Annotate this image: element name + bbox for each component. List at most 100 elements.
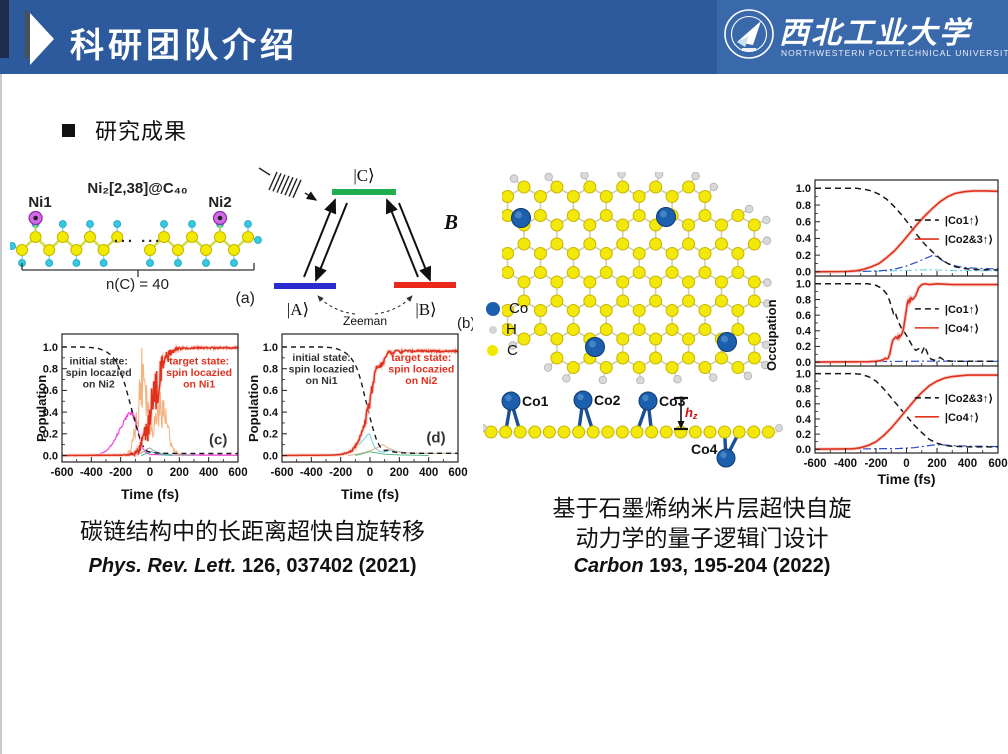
svg-text:0.8: 0.8 — [263, 364, 278, 376]
svg-text:1.0: 1.0 — [796, 279, 811, 291]
atom-legend: Co H C — [486, 298, 528, 361]
population-plot-c: -600 -400 -200 0 200 400 600 0.0 0.2 0.4 0.6 0.8 1.0… — [32, 328, 252, 506]
level-c-label: |C⟩ — [353, 166, 374, 185]
svg-text:-400: -400 — [834, 458, 857, 470]
svg-text:0.6: 0.6 — [43, 385, 58, 397]
university-logo: 西北工业大学 NORTHWESTERN POLYTECHNICAL UNIVER… — [717, 0, 1008, 74]
co-atom-icon — [486, 301, 500, 316]
svg-text:0.4: 0.4 — [263, 407, 279, 419]
svg-text:0.0: 0.0 — [796, 444, 811, 456]
occupation-plot-bottom: -600 -400 -200 0 200 400 600 0.0 0.2 0.4 0.6 0.8 1.0… — [775, 366, 1008, 512]
slide-left-border — [0, 74, 2, 754]
svg-text:0.0: 0.0 — [43, 450, 58, 462]
svg-text:initial state:: initial state: — [69, 355, 127, 367]
svg-text:0.6: 0.6 — [796, 399, 811, 411]
svg-text:0: 0 — [903, 458, 909, 470]
svg-text:0.6: 0.6 — [263, 385, 278, 397]
svg-text:0.2: 0.2 — [796, 429, 811, 441]
svg-text:0.4: 0.4 — [796, 414, 812, 426]
svg-text:0.4: 0.4 — [43, 407, 59, 419]
plot-d-ylabel: Population — [246, 374, 261, 442]
svg-text:400: 400 — [419, 467, 438, 479]
svg-text:0.4: 0.4 — [796, 326, 812, 338]
right-caption-line1: 基于石墨烯纳米片层超快自旋 — [552, 496, 852, 521]
svg-text:-600: -600 — [50, 467, 73, 479]
ni2-label: Ni2 — [208, 194, 232, 211]
svg-text:600: 600 — [988, 458, 1007, 470]
svg-text:|Co4↑⟩: |Co4↑⟩ — [945, 412, 979, 424]
svg-text:1.0: 1.0 — [43, 342, 58, 354]
svg-text:-600: -600 — [270, 467, 293, 479]
svg-text:1.0: 1.0 — [796, 183, 811, 195]
svg-text:|Co2&3↑⟩: |Co2&3↑⟩ — [945, 393, 993, 405]
population-plot-d: -600 -400 -200 0 200 400 600 0.0 0.2 0.4 0.6 0.8 1.0… — [252, 328, 472, 506]
svg-text:0.8: 0.8 — [796, 294, 811, 306]
plot-d-xlabel: Time (fs) — [340, 486, 400, 502]
legend-row-h: H — [486, 319, 528, 340]
section-heading-label: 研究成果 — [95, 119, 188, 144]
svg-text:-200: -200 — [329, 467, 352, 479]
plot-c-xlabel: Time (fs) — [120, 486, 180, 502]
svg-text:|Co2&3↑⟩: |Co2&3↑⟩ — [945, 234, 993, 246]
svg-text:Co1: Co1 — [522, 393, 549, 409]
occupation-plot-stack: 0.0 0.2 0.4 0.6 0.8 1.0 |Co1↑⟩ |Co2&3↑⟩ 0.0 0.2 0… — [775, 172, 1008, 512]
panel-b-tag: (b) — [457, 315, 473, 332]
svg-text:0.0: 0.0 — [263, 450, 278, 462]
svg-text:0.2: 0.2 — [796, 250, 811, 262]
svg-text:0.0: 0.0 — [796, 267, 811, 276]
svg-text:|Co1↑⟩: |Co1↑⟩ — [945, 215, 979, 227]
svg-text:|Co1↑⟩: |Co1↑⟩ — [945, 304, 979, 316]
university-emblem-icon — [724, 9, 774, 59]
carbon-count-label: n(C) = 40 — [106, 276, 169, 293]
chain-ellipsis: ··· ··· — [113, 233, 163, 250]
svg-text:spin locazied: spin locazied — [166, 367, 232, 379]
level-a-bar — [274, 283, 336, 289]
svg-text:spin locazied: spin locazied — [289, 364, 355, 376]
occupation-xlabel: Time (fs) — [877, 471, 936, 487]
svg-text:on Ni1: on Ni1 — [183, 378, 215, 390]
level-b-label: |B⟩ — [415, 300, 436, 319]
svg-text:0.8: 0.8 — [43, 364, 58, 376]
svg-text:200: 200 — [170, 467, 189, 479]
section-heading: 研究成果 — [62, 114, 187, 146]
svg-text:initial state:: initial state: — [292, 352, 350, 364]
svg-text:0.6: 0.6 — [796, 310, 811, 322]
panel-a-tag: (a) — [235, 290, 255, 307]
play-arrow-icon — [22, 7, 62, 69]
svg-text:target state:: target state: — [391, 352, 451, 364]
svg-text:-200: -200 — [864, 458, 887, 470]
panel-a-carbon-chain: Ni₂[2,38]@C₄₀ Ni1 Ni2 ··· ··· n(C) = 40 … — [10, 180, 265, 320]
svg-text:600: 600 — [228, 467, 247, 479]
laser-pulse-icon — [258, 167, 318, 201]
svg-text:400: 400 — [199, 467, 218, 479]
bullet-square-icon — [62, 123, 75, 137]
svg-text:0.2: 0.2 — [43, 429, 58, 441]
level-b-bar — [394, 282, 456, 288]
panel-b-level-diagram: |C⟩ B |A⟩ |B⟩ — [258, 163, 473, 333]
svg-text:0.2: 0.2 — [263, 429, 278, 441]
graphene-nanoflake-figure — [502, 172, 772, 384]
header-bar: 科研团队介绍 西北工业大学 NORTHWESTERN POLYTECHNICAL… — [0, 0, 1008, 74]
svg-text:on Ni2: on Ni2 — [405, 375, 437, 387]
level-c-bar — [332, 189, 396, 195]
carbon-chain-figure — [10, 210, 262, 277]
magnetic-field-label: B — [443, 210, 458, 234]
c-atom-icon — [487, 345, 498, 356]
svg-text:on Ni2: on Ni2 — [83, 378, 115, 390]
svg-text:-600: -600 — [803, 458, 826, 470]
svg-text:0: 0 — [367, 467, 373, 479]
svg-text:0.8: 0.8 — [796, 200, 811, 212]
svg-text:(c): (c) — [209, 432, 227, 449]
left-reference: Phys. Rev. Lett. 126, 037402 (2021) — [88, 555, 417, 577]
svg-text:on Ni1: on Ni1 — [306, 375, 338, 387]
legend-row-co: Co — [486, 298, 528, 319]
svg-text:spin locazied: spin locazied — [388, 364, 454, 376]
logo-chinese-name: 西北工业大学 — [779, 17, 971, 50]
svg-text:-400: -400 — [300, 467, 323, 479]
logo-english-name: NORTHWESTERN POLYTECHNICAL UNIVERSITY — [781, 48, 1008, 58]
svg-text:200: 200 — [390, 467, 409, 479]
svg-text:target state:: target state: — [169, 355, 229, 367]
occupation-ylabel: Occupation — [764, 299, 779, 371]
level-a-label: |A⟩ — [287, 300, 309, 319]
